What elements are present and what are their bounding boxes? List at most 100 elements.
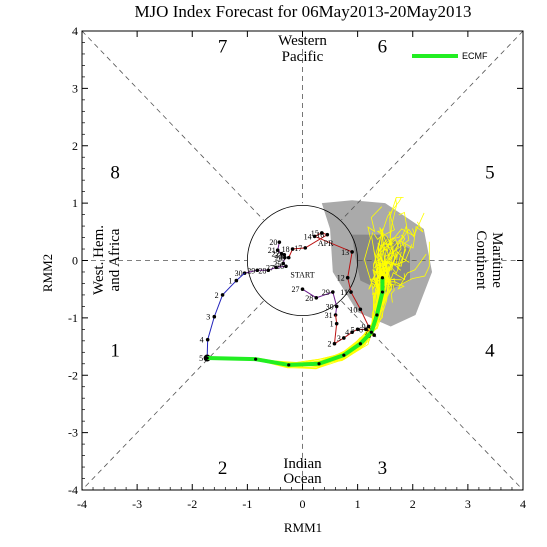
region-western-pacific: Western <box>278 33 327 49</box>
observed-march-point <box>275 248 280 252</box>
observed-april-day-label: 5 <box>351 325 355 334</box>
region-western-pacific: Pacific <box>282 49 324 65</box>
observed-april-start-point <box>300 287 305 291</box>
y-tick-label: 3 <box>72 81 78 95</box>
observed-april-point <box>345 275 350 280</box>
observed-april-day-label: 11 <box>340 288 348 297</box>
phase-number-5: 5 <box>485 163 495 184</box>
observed-april-point <box>325 232 330 237</box>
ensemble-mean-point <box>358 342 362 346</box>
observed-march-day-label: 30 <box>235 269 243 278</box>
apr-label: APR <box>318 239 334 248</box>
observed-april-day-label: 17 <box>294 244 302 253</box>
diagonal-guide <box>341 30 524 221</box>
observed-april-point <box>286 255 291 260</box>
legend-label-ecmf: ECMF <box>462 51 488 61</box>
observed-april-start-day-label: 31 <box>325 311 333 320</box>
observed-april-point <box>350 330 354 335</box>
observed-april-start-point <box>334 304 339 309</box>
region-west-hem-africa: and Africa <box>107 228 123 291</box>
observed-may-day-label: 2 <box>215 291 219 300</box>
observed-april-day-label: 9 <box>362 322 366 331</box>
x-tick-label: -1 <box>242 497 252 511</box>
ensemble-mean-point <box>380 276 385 280</box>
observed-march-point <box>284 264 288 269</box>
ensemble-mean-point <box>317 362 321 366</box>
observed-march-day-label: 27 <box>266 263 274 272</box>
observed-march-day-label: 20 <box>269 238 277 247</box>
observed-april-point <box>355 327 360 332</box>
observed-march-point <box>279 251 284 256</box>
observed-march-day-label: 21 <box>268 246 276 255</box>
observed-april-point <box>349 290 353 294</box>
diagonal-guide <box>81 300 264 491</box>
observed-march-day-label: 29 <box>247 266 255 275</box>
observed-april-day-label: 18 <box>282 245 290 254</box>
observed-april-day-label: 4 <box>345 328 349 337</box>
ensemble-mean-point <box>342 353 346 357</box>
observed-april-point <box>350 250 354 254</box>
observed-april-day-label: 12 <box>337 274 345 283</box>
observed-march-point <box>281 261 286 266</box>
observed-march-point <box>255 268 260 273</box>
region-maritime-continent: Maritime <box>489 232 505 288</box>
phase-number-1: 1 <box>110 340 120 361</box>
phase-number-7: 7 <box>218 36 228 57</box>
observed-april-point <box>312 234 317 239</box>
x-tick-label: 2 <box>410 497 416 511</box>
observed-april-start-day-label: 27 <box>292 285 300 294</box>
phase-guides <box>81 30 524 491</box>
observed-may-day-label: 1 <box>228 277 232 286</box>
ensemble-mean-point <box>205 356 209 360</box>
ensemble-mean-point <box>375 313 379 317</box>
observed-may-line <box>206 272 245 359</box>
x-axis-label: RMM1 <box>284 520 322 535</box>
diagonal-guide <box>81 30 264 221</box>
observed-april-start-day-label: 28 <box>305 294 313 303</box>
observed-april-day-label: 19 <box>278 254 286 263</box>
x-tick-label: -4 <box>77 497 87 511</box>
x-tick-label: -2 <box>187 497 197 511</box>
observed-may-day-label: 4 <box>200 336 204 345</box>
observed-march-day-label: 23 <box>274 251 282 260</box>
observed-april-point <box>366 324 371 329</box>
phase-number-8: 8 <box>110 163 120 184</box>
observed-april-start-day-label: 30 <box>326 302 334 311</box>
y-tick-label: 2 <box>72 139 78 153</box>
phase-number-3: 3 <box>378 458 388 479</box>
observed-april-point <box>319 231 324 235</box>
start-label: START <box>290 271 314 280</box>
observed-april-day-label: 13 <box>341 248 349 257</box>
y-tick-label: -2 <box>68 368 78 382</box>
x-tick-label: 3 <box>465 497 471 511</box>
observed-track: 2021222324252627282930123452728293031123… <box>199 229 376 363</box>
ensemble-mean-point <box>254 357 258 361</box>
region-west-hem-africa: West. Hem. <box>91 225 107 295</box>
observed-april-start-point <box>314 295 319 300</box>
phase-number-4: 4 <box>485 340 495 361</box>
y-tick-label: 1 <box>72 196 78 210</box>
observed-april-point <box>303 246 308 250</box>
diagonal-guide <box>341 300 524 491</box>
observed-april-point <box>334 321 339 326</box>
y-tick-label: -4 <box>68 483 78 497</box>
observed-may-point <box>212 314 217 319</box>
x-tick-label: 4 <box>520 497 526 511</box>
y-tick-label: 0 <box>72 254 78 268</box>
y-tick-label: 4 <box>72 24 78 38</box>
phase-number-6: 6 <box>378 36 388 57</box>
y-tick-label: -1 <box>68 311 78 325</box>
observed-april-day-label: 2 <box>327 340 331 349</box>
observed-april-start-point <box>331 290 335 294</box>
observed-april-point <box>332 341 337 346</box>
observed-march-point <box>283 255 287 260</box>
legend: ECMF <box>412 51 488 61</box>
observed-march-day-label: 24 <box>275 254 283 263</box>
y-tick-label: -3 <box>68 426 78 440</box>
observed-may-day-label: 5 <box>199 354 203 363</box>
observed-april-point <box>372 333 376 337</box>
ensemble-mean-track <box>205 276 385 367</box>
observed-april-point <box>364 327 368 332</box>
